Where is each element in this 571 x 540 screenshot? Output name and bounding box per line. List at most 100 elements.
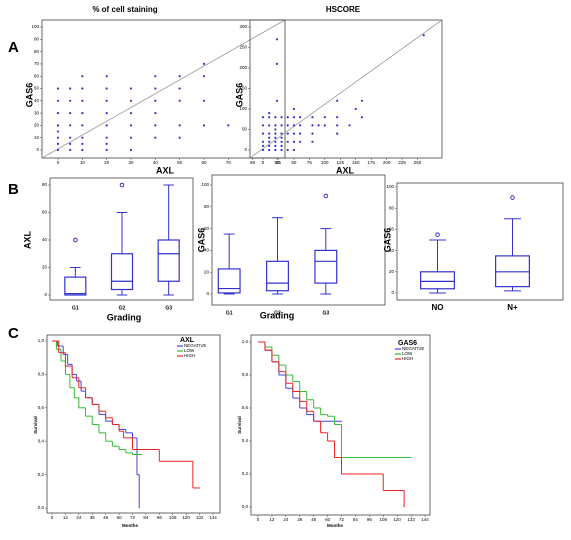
- point: [286, 116, 289, 119]
- y-tick-label: 80: [34, 49, 40, 54]
- y-axis-label: AXL: [22, 230, 32, 249]
- x-tick-label: 132: [196, 515, 204, 520]
- point: [360, 99, 364, 102]
- x-tick-label: 36: [297, 517, 303, 522]
- x-tick-label: 144: [209, 515, 217, 520]
- point: [202, 62, 206, 65]
- y-axis-label: Survival: [33, 416, 38, 434]
- point: [261, 124, 265, 127]
- x-axis-label: Months: [122, 523, 138, 528]
- point: [105, 136, 108, 139]
- point: [286, 124, 289, 127]
- point: [69, 124, 72, 127]
- y-tick-label: 90: [34, 36, 40, 41]
- point: [336, 132, 339, 135]
- x-tick-label: NO: [432, 303, 444, 312]
- point: [154, 136, 157, 139]
- y-tick-label: 40: [389, 248, 395, 253]
- point: [129, 112, 133, 115]
- point: [280, 136, 283, 139]
- point: [105, 75, 108, 78]
- x-tick-label: 108: [169, 515, 177, 520]
- point: [154, 124, 157, 127]
- x-tick-label: 50: [177, 160, 183, 165]
- x-tick-label: 0: [57, 160, 60, 165]
- point: [178, 136, 181, 139]
- point: [268, 144, 271, 147]
- point: [268, 136, 271, 139]
- x-tick-label: 200: [383, 160, 391, 165]
- y-tick-label: 60: [389, 227, 395, 232]
- y-tick-label: 250: [239, 45, 247, 50]
- point: [105, 87, 108, 90]
- point: [323, 124, 326, 127]
- y-tick-label: 50: [242, 127, 248, 132]
- point: [422, 34, 425, 37]
- panel-label: A: [8, 39, 19, 56]
- point: [268, 112, 271, 115]
- point: [154, 99, 157, 102]
- point: [56, 112, 60, 115]
- point: [280, 124, 283, 127]
- y-tick-label: 1,0: [38, 338, 45, 343]
- x-tick-label: 30: [128, 160, 134, 165]
- point: [129, 87, 133, 90]
- point: [202, 124, 206, 127]
- point: [280, 132, 283, 135]
- y-tick-label: 40: [204, 248, 210, 253]
- point: [69, 99, 72, 102]
- point: [336, 99, 339, 102]
- point: [311, 140, 314, 143]
- y-tick-label: 70: [34, 61, 40, 66]
- y-tick-label: 0,6: [38, 405, 45, 410]
- y-tick-label: 20: [389, 269, 395, 274]
- point: [69, 112, 72, 115]
- y-tick-label: 20: [42, 265, 48, 270]
- point: [105, 112, 108, 115]
- y-axis-label: GAS6: [196, 228, 206, 253]
- point: [69, 87, 72, 90]
- point: [105, 99, 108, 102]
- point: [275, 99, 279, 102]
- point: [336, 116, 339, 119]
- y-tick-label: 40: [42, 237, 48, 242]
- point: [154, 112, 157, 115]
- point: [105, 124, 108, 127]
- x-tick-label: 150: [352, 160, 360, 165]
- x-tick-label: 100: [321, 160, 329, 165]
- box: [157, 239, 180, 282]
- point: [286, 132, 289, 135]
- y-tick-label: 300: [239, 24, 247, 29]
- point: [81, 136, 84, 139]
- y-tick-label: 40: [34, 98, 40, 103]
- x-tick-label: 90: [274, 160, 280, 165]
- point: [274, 144, 277, 147]
- y-tick-label: 0,2: [242, 471, 249, 476]
- y-tick-label: 0,0: [242, 504, 249, 509]
- y-tick-label: 0,6: [242, 405, 249, 410]
- point: [178, 75, 181, 78]
- point: [298, 124, 302, 127]
- point: [178, 124, 181, 127]
- outlier: [323, 193, 329, 199]
- point: [292, 107, 296, 111]
- y-tick-label: 100: [201, 182, 209, 187]
- y-tick-label: 80: [204, 204, 210, 209]
- x-tick-label: 12: [63, 515, 69, 520]
- x-tick-label: G1: [226, 310, 233, 316]
- legend-label: LOW: [184, 348, 195, 353]
- x-tick-label: 48: [311, 517, 317, 522]
- point: [280, 140, 283, 143]
- x-tick-label: 10: [80, 160, 86, 165]
- outlier: [73, 237, 78, 243]
- x-axis-label: Grading: [107, 312, 142, 322]
- chart-title: HSCORE: [326, 5, 361, 14]
- plot-frame: [46, 334, 221, 514]
- point: [81, 87, 84, 90]
- x-tick-label: G2: [274, 310, 281, 316]
- y-tick-label: 100: [386, 184, 394, 189]
- x-tick-label: 48: [103, 515, 109, 520]
- point: [274, 128, 277, 131]
- point: [202, 99, 206, 102]
